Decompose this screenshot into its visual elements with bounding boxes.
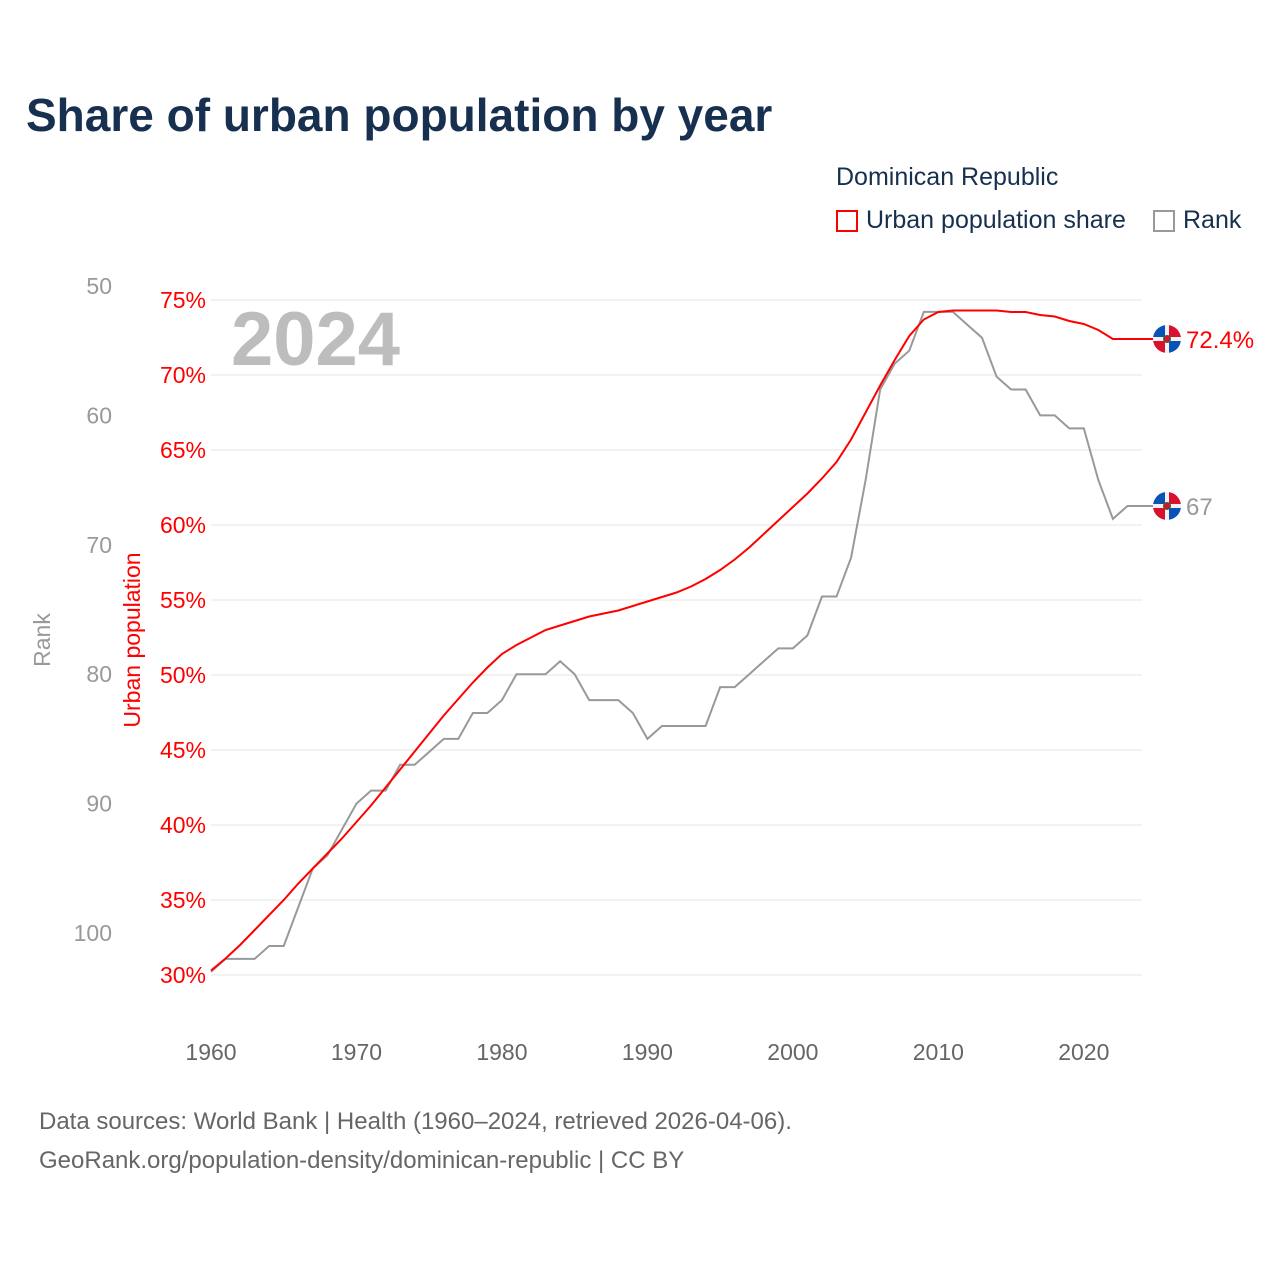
- y2-tick-label: 90: [86, 791, 112, 817]
- x-tick-label: 2010: [913, 1039, 964, 1065]
- source-line-2[interactable]: GeoRank.org/population-density/dominican…: [39, 1147, 685, 1174]
- dominican-flag-icon-urban: [1153, 325, 1181, 353]
- y2-tick-label: 100: [74, 920, 112, 946]
- legend-title: Dominican Republic: [836, 163, 1059, 191]
- y-tick-label: 55%: [160, 587, 206, 613]
- legend-label-urban: Urban population share: [866, 206, 1126, 234]
- y-tick-label: 40%: [160, 812, 206, 838]
- x-tick-label: 1960: [185, 1039, 236, 1065]
- legend-swatch-rank: [1153, 209, 1175, 232]
- urban-end-label: 72.4%: [1186, 327, 1254, 354]
- legend-item-rank[interactable]: Rank: [1153, 206, 1241, 235]
- y2-axis-title: Rank: [29, 613, 55, 667]
- x-tick-label: 1970: [331, 1039, 382, 1065]
- legend-label-rank: Rank: [1183, 206, 1242, 234]
- y-tick-label: 60%: [160, 512, 206, 538]
- x-tick-label: 2000: [767, 1039, 818, 1065]
- x-tick-label: 1990: [622, 1039, 673, 1065]
- legend-swatch-urban: [836, 209, 858, 232]
- y-tick-label: 30%: [160, 962, 206, 988]
- source-line-1: Data sources: World Bank | Health (1960–…: [39, 1108, 792, 1135]
- y2-tick-label: 70: [86, 532, 112, 558]
- chart-title: Share of urban population by year: [26, 89, 773, 141]
- y2-tick-label: 60: [86, 402, 112, 428]
- legend-item-urban[interactable]: Urban population share: [836, 206, 1126, 235]
- y-axis-title: Urban population: [119, 552, 145, 727]
- y-tick-label: 35%: [160, 887, 206, 913]
- rank-line: [210, 310, 1142, 973]
- x-tick-label: 1980: [476, 1039, 527, 1065]
- current-year-label: 2024: [231, 297, 401, 382]
- y-tick-label: 70%: [160, 362, 206, 388]
- dominican-flag-icon-rank: [1153, 491, 1181, 520]
- y-tick-label: 45%: [160, 737, 206, 763]
- y2-tick-label: 80: [86, 661, 112, 687]
- y-tick-label: 65%: [160, 437, 206, 463]
- rank-end-label: 67: [1186, 494, 1213, 521]
- y-tick-label: 75%: [160, 287, 206, 313]
- x-tick-label: 2020: [1058, 1039, 1109, 1065]
- urban-share-line: [210, 309, 1142, 972]
- y2-tick-label: 50: [86, 273, 112, 299]
- y-tick-label: 50%: [160, 662, 206, 688]
